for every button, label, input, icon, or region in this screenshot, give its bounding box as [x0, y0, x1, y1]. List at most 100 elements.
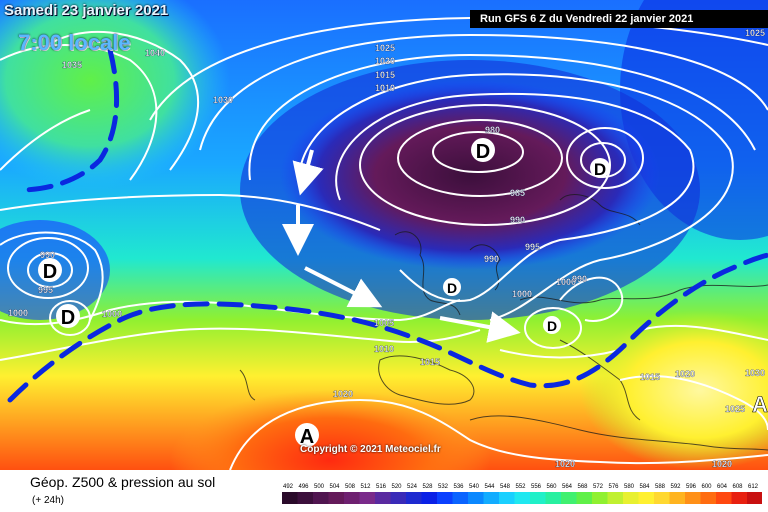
high-pressure-center: A: [752, 392, 768, 418]
legend-swatch: [406, 492, 422, 504]
legend-swatch: [561, 492, 577, 504]
isobar-label: 995: [38, 285, 53, 295]
legend-tick-label: 556: [531, 484, 542, 490]
legend-tick-label: 592: [671, 484, 682, 490]
forecast-time: 7:00 locale: [18, 30, 131, 55]
legend-swatch: [545, 492, 561, 504]
isobar-label: 990: [572, 274, 587, 284]
isobar-label: 1025: [745, 28, 765, 38]
low-pressure-center: D: [38, 258, 62, 283]
isobar-label: 1015: [420, 357, 440, 367]
legend-tick-label: 572: [593, 484, 604, 490]
low-pressure-center: D: [471, 138, 495, 163]
legend-swatch: [282, 492, 298, 504]
legend-tick-label: 580: [624, 484, 635, 490]
isobar-label: 980: [485, 125, 500, 135]
legend-tick-label: 528: [423, 484, 434, 490]
low-pressure-center: D: [543, 316, 561, 334]
legend-swatch: [638, 492, 654, 504]
legend-tick-label: 612: [748, 484, 759, 490]
legend-swatch: [731, 492, 747, 504]
legend-swatch: [483, 492, 499, 504]
legend-swatch: [514, 492, 530, 504]
legend-swatch: [328, 492, 344, 504]
legend-tick-label: 576: [609, 484, 620, 490]
legend-tick-label: 520: [392, 484, 403, 490]
isobar-label: 995: [525, 242, 540, 252]
legend-tick-label: 552: [516, 484, 527, 490]
map-canvas: D D D D D D A A 1025 1020 1015 1010 1030…: [0, 0, 768, 470]
legend-swatch: [654, 492, 670, 504]
legend-tick-label: 532: [438, 484, 449, 490]
isobar-label: 1015: [640, 372, 660, 382]
isobar-label: 1040: [145, 48, 165, 58]
isobar-label: 1000: [102, 309, 122, 319]
isobar-label: 1030: [745, 368, 765, 378]
isobar-label: 1025: [725, 404, 745, 414]
legend-swatch: [313, 492, 329, 504]
legend-swatch: [669, 492, 685, 504]
svg-text:D: D: [447, 280, 457, 296]
legend-tick-label: 536: [454, 484, 465, 490]
legend-swatch: [685, 492, 701, 504]
legend-swatch: [499, 492, 515, 504]
isobar-label: 1020: [712, 459, 732, 469]
legend-tick-label: 600: [702, 484, 713, 490]
color-scale-legend: 492 496 500 504 508 512 516 520 524 528 532 536 540 5…: [282, 484, 762, 504]
isobar-label: 1000: [556, 277, 576, 287]
forecast-offset: (+ 24h): [32, 495, 64, 506]
legend-swatch: [375, 492, 391, 504]
isobar-label: 1010: [374, 344, 394, 354]
isobar-label: 990: [40, 250, 55, 260]
svg-text:D: D: [594, 160, 606, 179]
legend-swatch: [530, 492, 546, 504]
legend-tick-label: 516: [376, 484, 387, 490]
isobar-label: 1020: [555, 459, 575, 469]
legend-swatch: [359, 492, 375, 504]
legend-tick-label: 596: [686, 484, 697, 490]
weather-map: D D D D D D A A 1025 1020 1015 1010 1030…: [0, 0, 768, 470]
legend-swatch: [623, 492, 639, 504]
legend-tick-label: 584: [640, 484, 651, 490]
isobar-label: 1015: [375, 70, 395, 80]
low-pressure-center: D: [56, 304, 80, 329]
legend-swatch: [297, 492, 313, 504]
low-pressure-center: D: [443, 278, 461, 296]
isobar-label: 1030: [213, 95, 233, 105]
low-pressure-center: D: [590, 158, 610, 179]
svg-text:D: D: [43, 261, 57, 283]
map-title: Géop. Z500 & pression au sol: [30, 474, 216, 490]
legend-swatch: [716, 492, 732, 504]
forecast-date: Samedi 23 janvier 2021: [4, 2, 169, 19]
high-pressure-center: A: [295, 423, 319, 448]
svg-text:D: D: [476, 141, 490, 163]
isobar-label: 1000: [8, 308, 28, 318]
legend-swatch: [437, 492, 453, 504]
legend-swatch: [700, 492, 716, 504]
legend-tick-label: 544: [485, 484, 496, 490]
legend-tick-label: 564: [562, 484, 573, 490]
isobar-labels: 1025 1020 1015 1010 1030 1035 1040 980 9…: [8, 28, 765, 469]
legend-tick-label: 512: [361, 484, 372, 490]
isobar-label: 1020: [333, 389, 353, 399]
legend-swatch: [421, 492, 437, 504]
isobar-label: 1020: [675, 369, 695, 379]
legend-tick-label: 496: [299, 484, 310, 490]
legend-tick-label: 608: [733, 484, 744, 490]
isobar-label: 1020: [375, 56, 395, 66]
map-footer: Géop. Z500 & pression au sol (+ 24h): [0, 470, 768, 512]
legend-swatch: [607, 492, 623, 504]
isobar-label: 1005: [374, 318, 394, 328]
legend-tick-label: 492: [283, 484, 294, 490]
legend-tick-label: 504: [330, 484, 341, 490]
wind-arrows: [282, 149, 521, 343]
isobar-label: 1025: [375, 43, 395, 53]
legend-swatch: [390, 492, 406, 504]
isobar-label: 1000: [512, 289, 532, 299]
legend-swatch: [576, 492, 592, 504]
legend-tick-label: 548: [500, 484, 511, 490]
legend-tick-label: 568: [578, 484, 589, 490]
legend-tick-label: 588: [655, 484, 666, 490]
legend-swatch: [452, 492, 468, 504]
legend-tick-label: 524: [407, 484, 418, 490]
